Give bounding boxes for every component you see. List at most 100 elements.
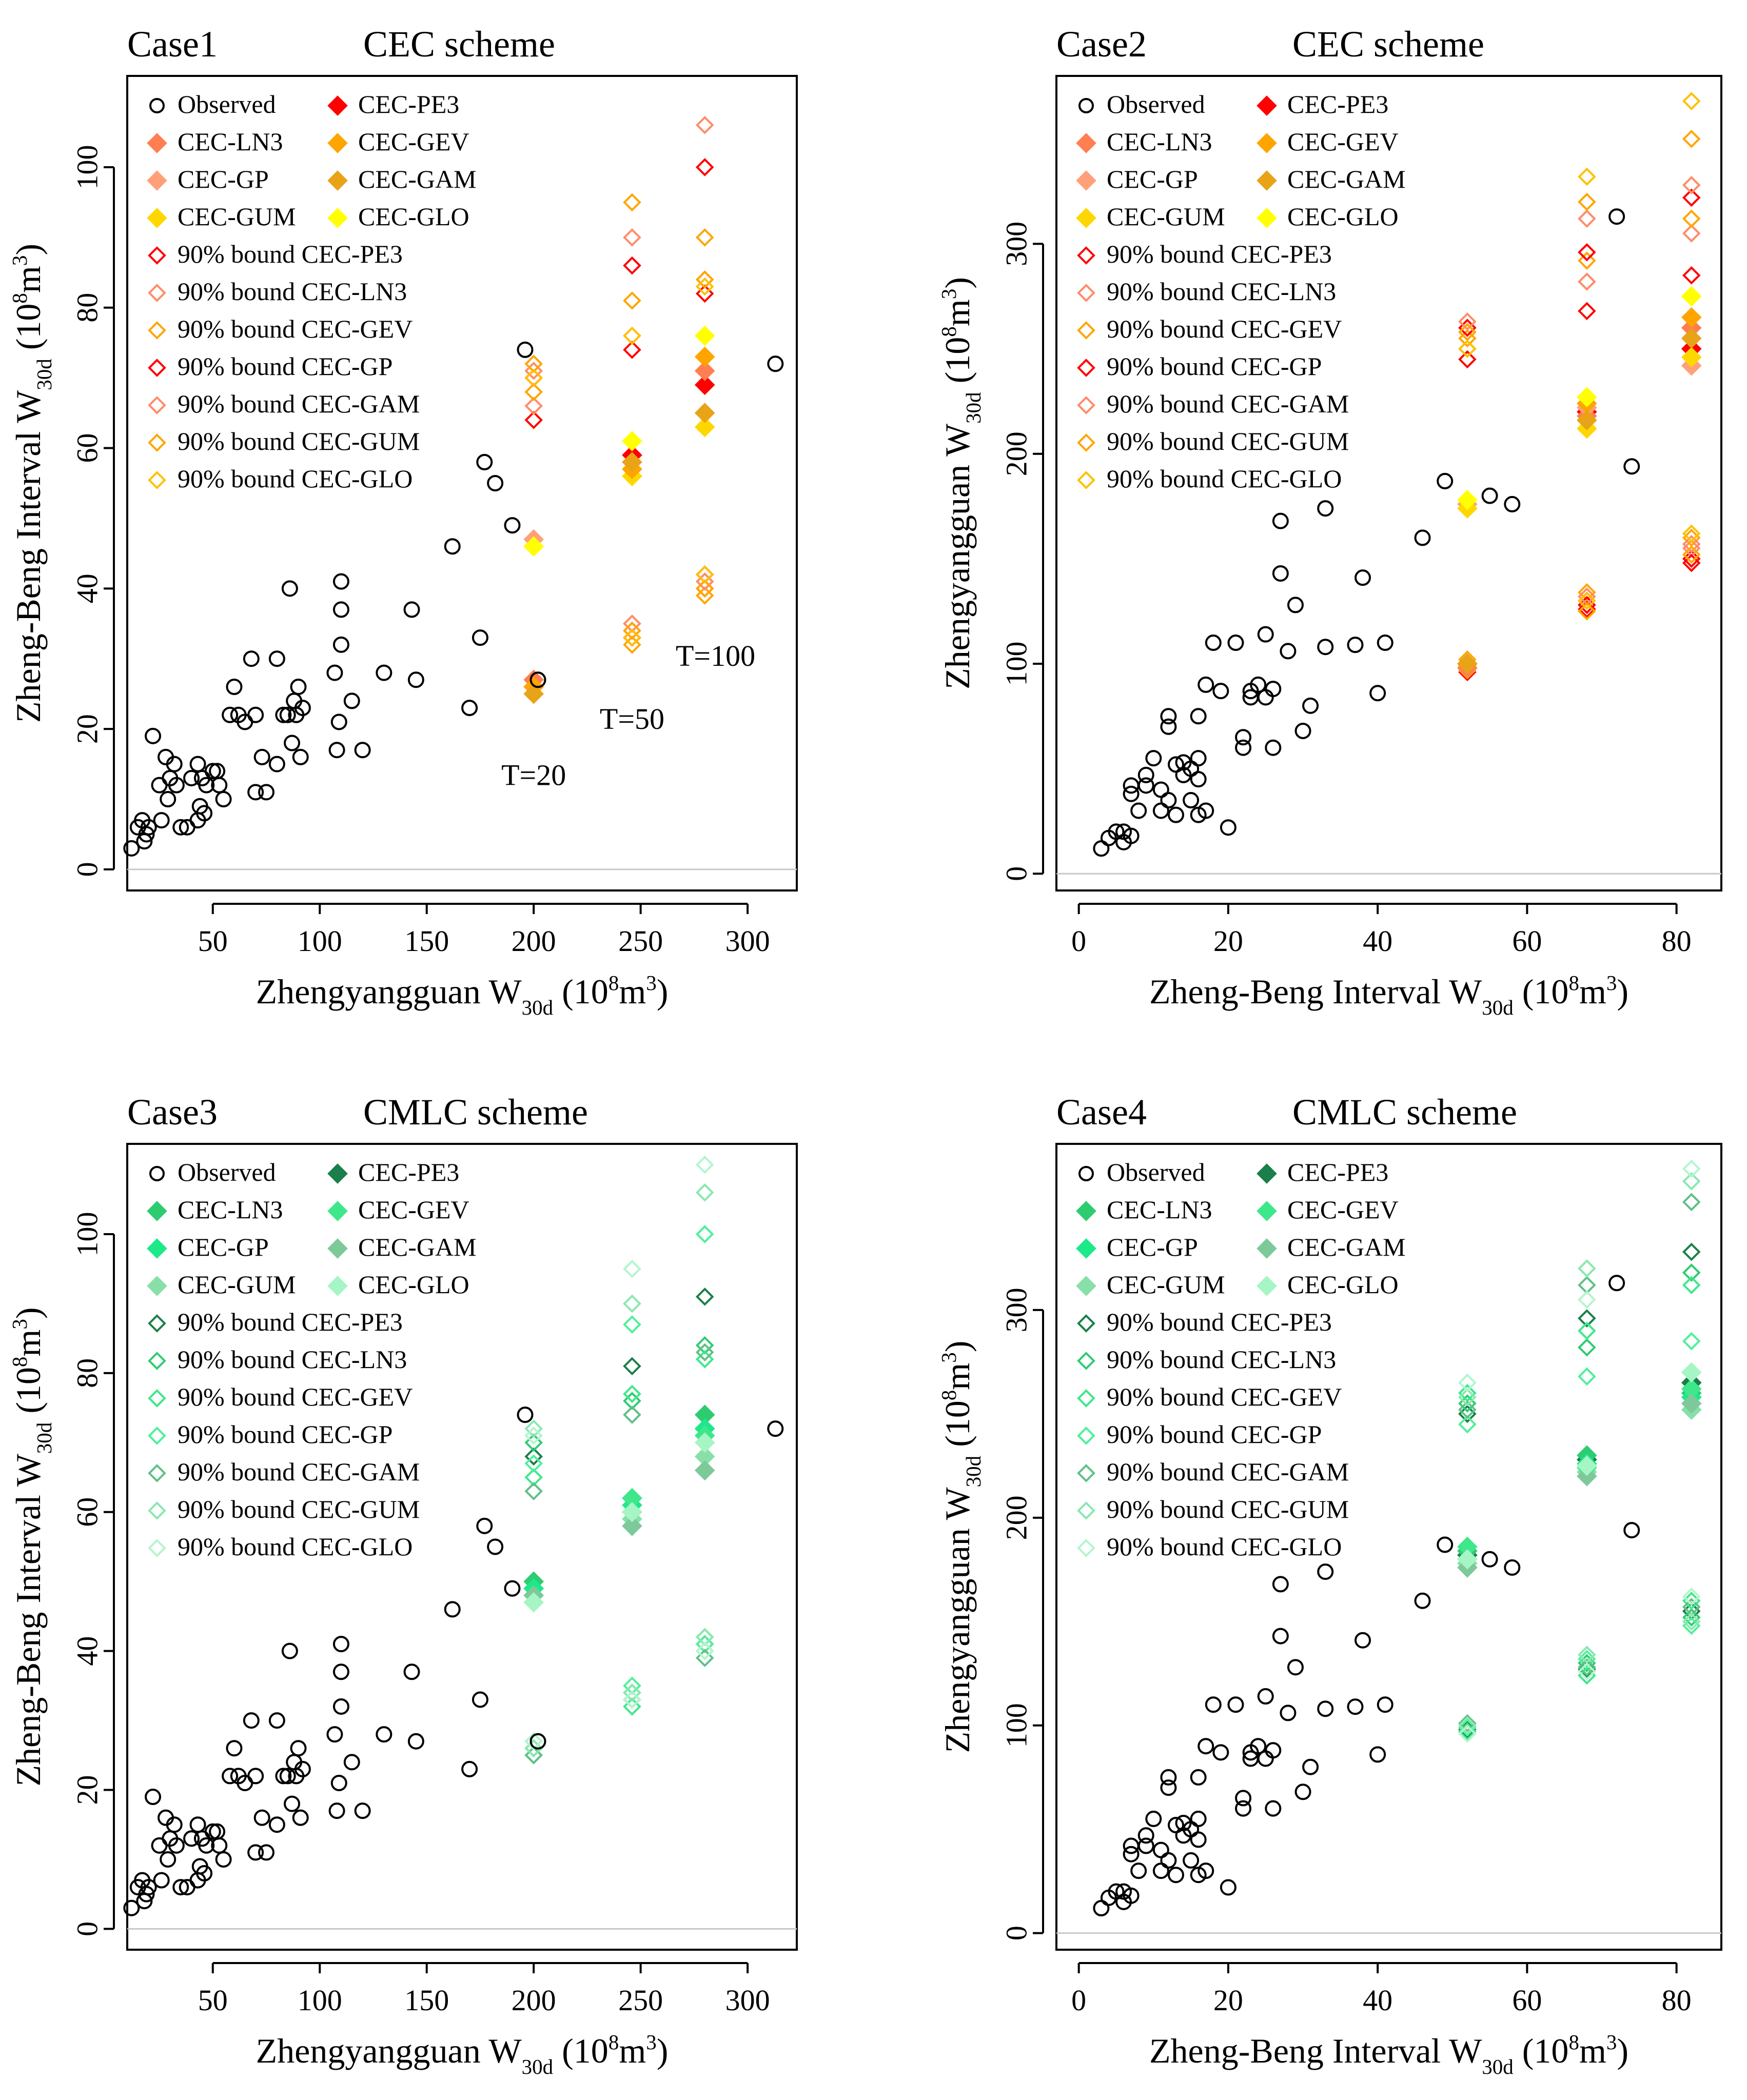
bound-marker: [695, 1287, 714, 1306]
observed-point: [247, 1844, 264, 1861]
observed-point: [189, 756, 206, 772]
observed-point: [151, 1837, 168, 1854]
y-tick-label: 0: [70, 862, 104, 877]
legend-symbol: [1076, 133, 1096, 153]
legend-label: CEC-GUM: [1107, 1270, 1225, 1299]
legend-label: CEC-LN3: [178, 1195, 283, 1224]
bound-marker: [1578, 591, 1596, 610]
bound-marker: [1682, 524, 1701, 543]
legend-label: CEC-GEV: [358, 1195, 469, 1224]
bound-marker: [524, 1447, 543, 1466]
observed-point: [284, 735, 301, 751]
legend-label: Observed: [1107, 90, 1205, 118]
observed-point: [517, 1406, 534, 1423]
axis-label-part: m: [1579, 972, 1606, 1011]
legend-bound-symbol: [148, 471, 166, 489]
axis-label-part: 3: [646, 2030, 657, 2054]
observed-point: [1152, 781, 1169, 798]
legend-label: CEC-PE3: [358, 1158, 459, 1186]
observed-point: [1414, 529, 1431, 546]
legend-label: 90% bound CEC-GAM: [178, 1457, 420, 1486]
legend-observed-symbol: [149, 98, 165, 113]
chart-panel-2: Case2 CEC scheme 0 20 40 60 80 0 100 200 300 Zheng-…: [937, 24, 1722, 1019]
bound-marker: [695, 1343, 714, 1362]
legend-label: 90% bound CEC-GUM: [178, 1495, 420, 1523]
design-value-marker: [622, 431, 642, 451]
chart-panel-1: Case1 CEC scheme 50 100 150 200 250 300 0 20 40 60 8…: [8, 24, 798, 1019]
x-tick-label: 300: [725, 1984, 770, 2017]
legend-label: CEC-GAM: [1287, 165, 1406, 193]
legend-bound-symbol: [148, 246, 166, 265]
observed-point: [1160, 792, 1177, 809]
plot-frame: [126, 75, 798, 891]
observed-point: [1317, 500, 1334, 517]
x-axis-label: Zhengyangguan W30d (108m3): [256, 2030, 669, 2078]
bound-marker: [1682, 545, 1701, 564]
bound-marker: [1458, 340, 1477, 358]
legend-label: CEC-GP: [178, 165, 269, 193]
design-value-marker: [694, 361, 715, 381]
legend-label: 90% bound CEC-GEV: [178, 1382, 413, 1411]
observed-point: [1250, 676, 1267, 693]
legend-bound-symbol: [148, 321, 166, 340]
axis-label-part: Zhengyangguan W: [256, 972, 522, 1011]
legend-label: 90% bound CEC-GLO: [178, 1532, 413, 1561]
observed-point: [1205, 635, 1222, 651]
y-tick-label: 300: [999, 222, 1033, 266]
bound-marker: [1458, 1373, 1477, 1392]
axis-label-part: 3: [8, 255, 31, 266]
y-tick-label: 60: [70, 433, 104, 463]
observed-point: [1235, 1800, 1252, 1817]
bound-marker: [695, 284, 714, 303]
observed-point: [196, 1865, 213, 1882]
observed-point: [275, 1768, 292, 1785]
bound-marker: [1578, 1367, 1596, 1386]
legend-bound-symbol: [1077, 433, 1095, 452]
y-tick-label: 100: [999, 1703, 1033, 1748]
observed-point: [1212, 1744, 1229, 1761]
legend-observed-symbol: [149, 1166, 165, 1181]
bound-marker: [623, 291, 641, 310]
legend-bound-symbol: [1077, 1501, 1095, 1520]
axis-label-part: m: [938, 299, 977, 326]
observed-point: [328, 1802, 345, 1819]
observed-point: [123, 1899, 140, 1916]
chart-panel-4: Case4 CMLC scheme 0 20 40 60 80 0 100 200 300 Zheng…: [937, 1092, 1722, 2078]
bound-marker: [695, 1225, 714, 1243]
observed-point: [1623, 458, 1640, 475]
y-axis-label: Zheng-Beng Interval W30d (108m3): [8, 244, 56, 723]
axis-label-part: ): [9, 1307, 48, 1319]
legend-label: 90% bound CEC-PE3: [178, 1307, 403, 1336]
legend-bound-symbol: [1077, 1464, 1095, 1482]
bound-marker: [1578, 302, 1596, 321]
axis-label-part: Zhengyangguan W: [256, 2031, 522, 2070]
axis-label-part: ): [1617, 2031, 1628, 2070]
observed-point: [1190, 1769, 1207, 1786]
observed-point: [1369, 685, 1386, 702]
legend-symbol: [147, 1276, 167, 1296]
bound-marker: [1682, 266, 1701, 285]
observed-point: [444, 1601, 461, 1618]
observed-point: [275, 706, 292, 723]
observed-point: [1377, 1696, 1393, 1713]
observed-point: [140, 1879, 157, 1896]
observed-point: [247, 1768, 264, 1785]
axis-label-part: ): [657, 2031, 669, 2070]
axis-label-part: (10: [1514, 2031, 1569, 2070]
axis-label-part: Zhengyangguan W: [938, 423, 977, 689]
observed-point: [1265, 739, 1282, 756]
observed-point: [243, 1712, 260, 1729]
observed-point: [1250, 1738, 1267, 1755]
x-tick-label: 200: [512, 924, 556, 958]
observed-point: [138, 1886, 155, 1903]
legend-symbol: [1076, 1201, 1096, 1221]
legend-label: CEC-GUM: [178, 202, 296, 231]
bound-marker: [1458, 1400, 1477, 1419]
bound-marker: [524, 368, 543, 387]
legend-bound-symbol: [1077, 1314, 1095, 1333]
bound-marker: [524, 1433, 543, 1452]
observed-point: [487, 475, 504, 491]
observed-point: [198, 1837, 215, 1854]
axis-label-part: m: [9, 1330, 48, 1357]
design-value-marker: [694, 403, 715, 423]
